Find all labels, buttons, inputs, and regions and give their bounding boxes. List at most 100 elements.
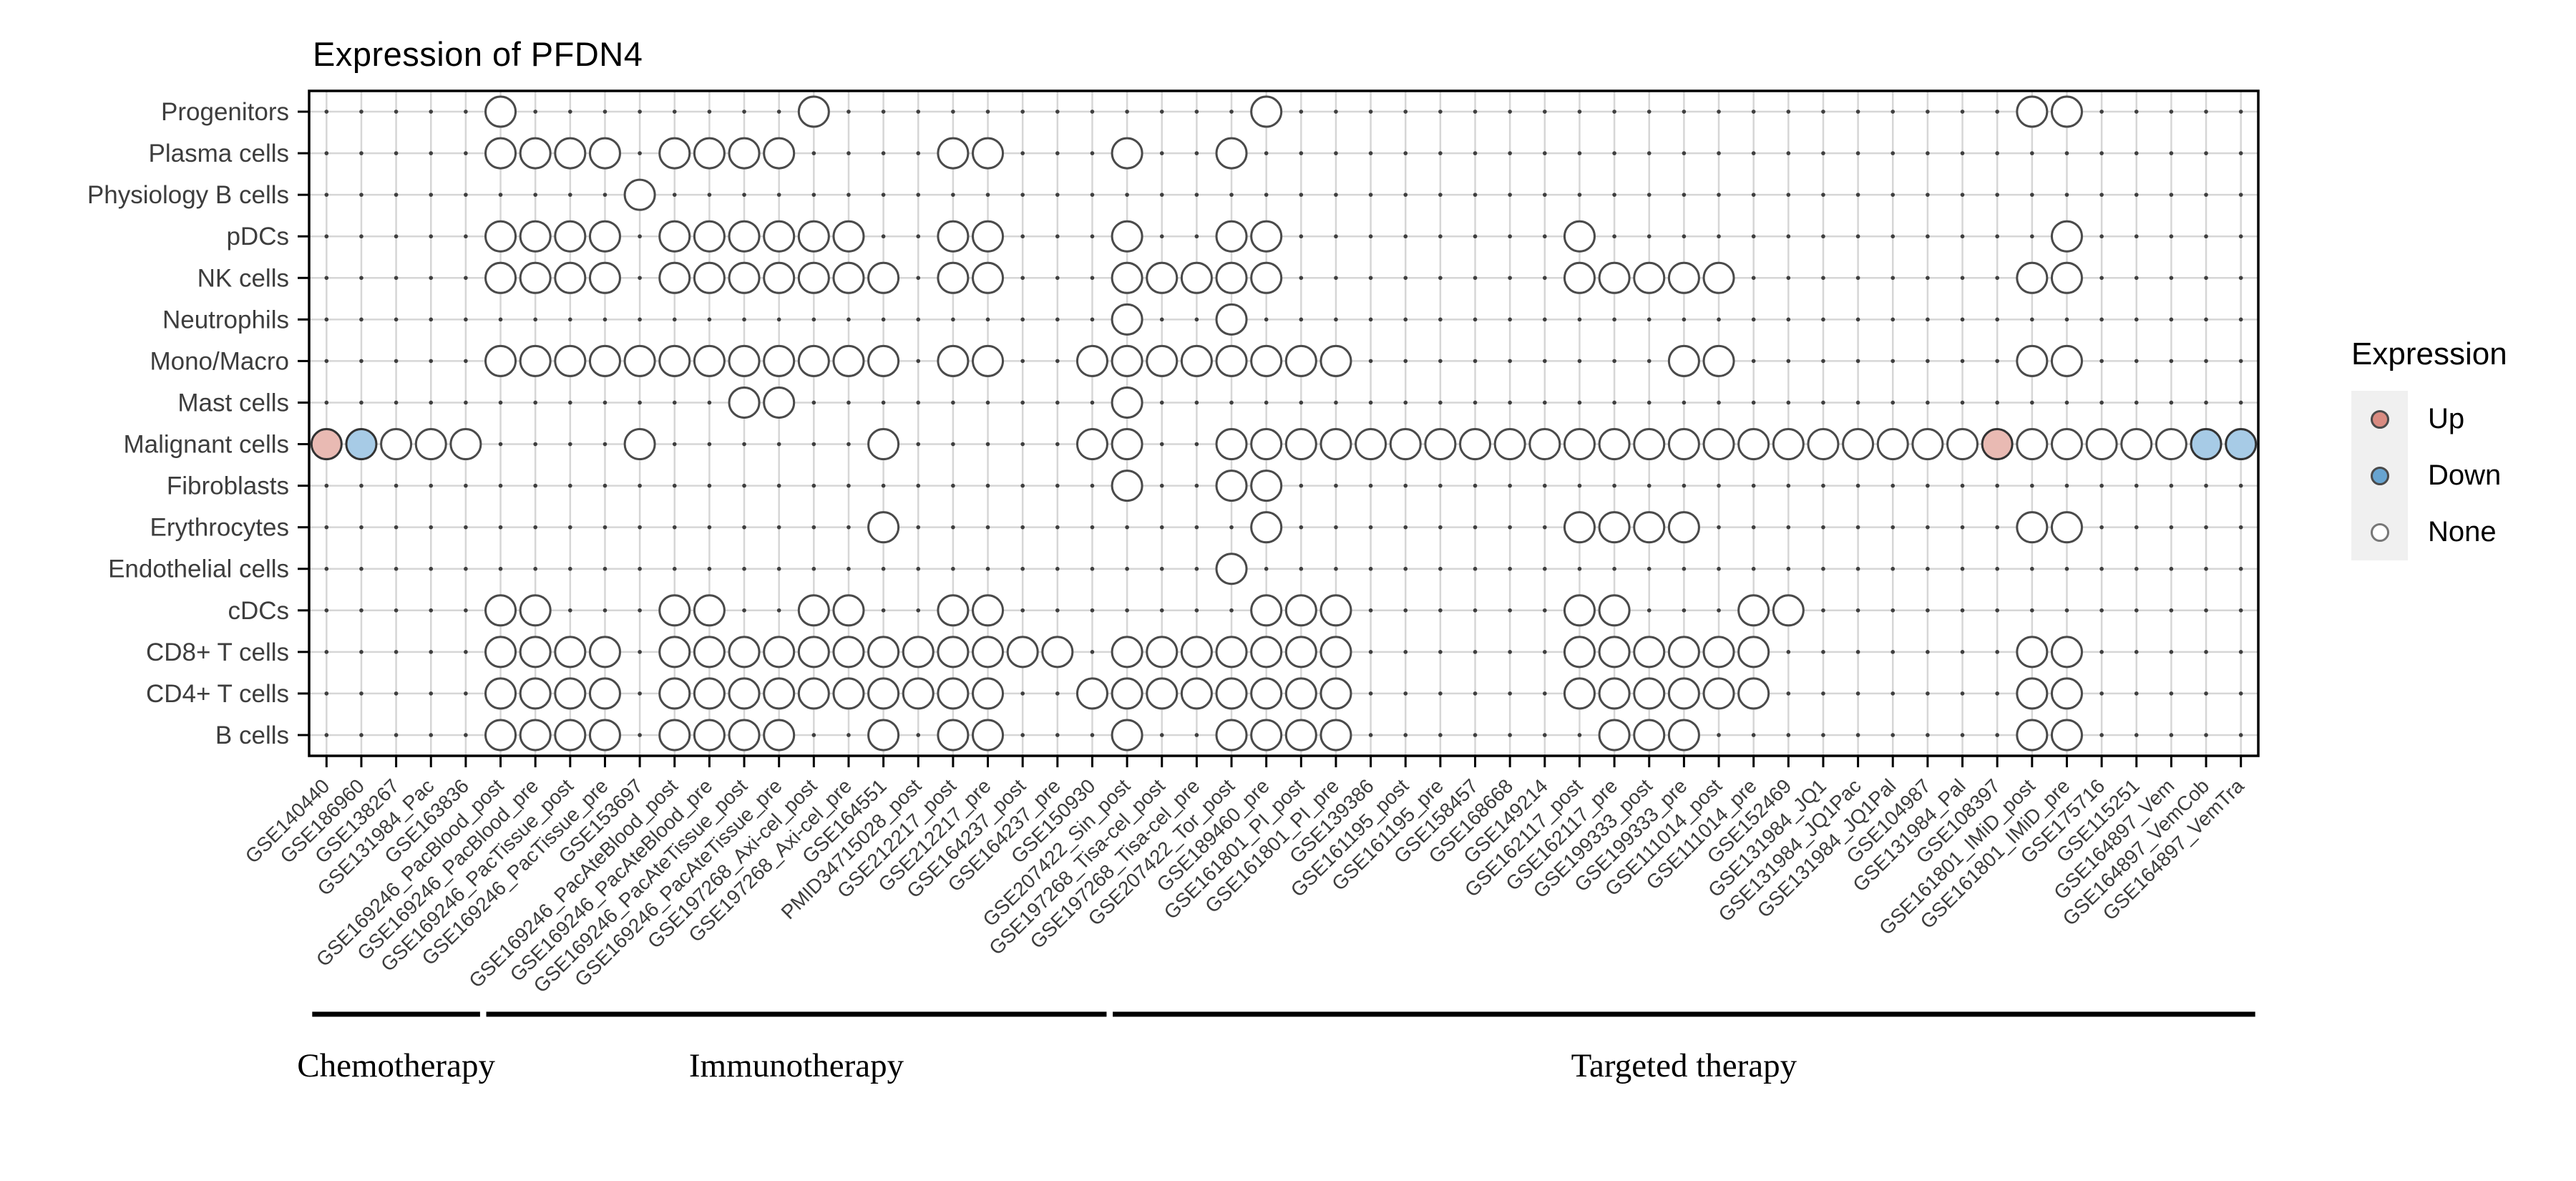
expression-dot [1215,719,1248,752]
grid-intersection-dot [1368,234,1373,239]
grid-intersection-dot [1543,483,1547,488]
expression-dot [658,220,691,253]
grid-intersection-dot [2169,608,2174,613]
y-axis-label: CD4+ T cells [146,680,289,708]
expression-dot [2050,344,2083,377]
grid-intersection-dot [1194,566,1199,571]
grid-intersection-dot [1926,110,1930,114]
expression-dot [1215,137,1248,170]
grid-intersection-dot [1890,483,1896,488]
grid-intersection-dot [2169,566,2174,571]
grid-intersection-dot [1855,608,1860,613]
grid-intersection-dot [1612,566,1616,571]
grid-intersection-dot [1368,400,1373,405]
expression-dot [693,220,726,253]
expression-dot [1563,511,1596,544]
grid-intersection-dot [811,193,816,197]
grid-intersection-dot [1334,525,1338,530]
grid-intersection-dot [1020,566,1025,571]
grid-intersection-dot [1368,608,1373,613]
grid-intersection-dot [1159,151,1164,155]
grid-intersection-dot [1194,234,1199,239]
grid-intersection-dot [1334,193,1338,197]
legend-swatch [2351,504,2408,560]
expression-dot [310,428,343,461]
grid-intersection-dot [1751,193,1756,197]
grid-intersection-dot [1577,151,1582,155]
expression-dot [1146,677,1179,710]
grid-intersection-dot [2099,234,2104,239]
grid-intersection-dot [1543,151,1547,155]
grid-intersection-dot [1646,608,1652,613]
grid-intersection-dot [1055,276,1060,281]
grid-intersection-dot [2204,650,2208,654]
grid-intersection-dot [1821,110,1825,114]
grid-intersection-dot [2238,276,2243,281]
expression-dot [797,344,830,377]
grid-intersection-dot [359,691,364,696]
grid-intersection-dot [1890,193,1896,197]
grid-intersection-dot [2134,733,2139,737]
grid-intersection-dot [1543,608,1547,613]
grid-intersection-dot [394,483,399,488]
expression-dot [484,719,517,752]
expression-dot [693,677,726,710]
grid-intersection-dot [1473,483,1478,488]
expression-dot [1111,220,1143,253]
expression-dot [1284,719,1317,752]
expression-dot [1111,428,1143,461]
grid-intersection-dot [1368,193,1373,197]
expression-dot [1355,428,1387,461]
grid-intersection-dot [847,525,851,530]
expression-dot [728,137,761,170]
grid-intersection-dot [2204,733,2208,737]
grid-intersection-dot [2204,691,2208,696]
group-label-targeted-therapy: Targeted therapy [1571,1047,1797,1084]
grid-intersection-dot [2064,400,2069,405]
grid-intersection-dot [602,566,608,571]
expression-dot [972,220,1005,253]
expression-dot [2016,95,2049,128]
grid-intersection-dot [2238,691,2243,696]
grid-intersection-dot [1403,483,1408,488]
grid-intersection-dot [498,400,503,405]
grid-intersection-dot [1020,276,1025,281]
grid-intersection-dot [2030,483,2034,488]
expression-dot [2050,95,2083,128]
grid-intersection-dot [1125,193,1129,197]
grid-intersection-dot [1334,276,1338,281]
grid-intersection-dot [1960,483,1965,488]
grid-intersection-dot [1403,733,1408,737]
expression-dot [1319,719,1352,752]
grid-intersection-dot [1612,234,1616,239]
grid-intersection-dot [533,317,537,322]
grid-intersection-dot [1717,483,1721,488]
grid-intersection-dot [916,566,921,571]
expression-dot [519,220,552,253]
grid-intersection-dot [2169,691,2174,696]
grid-intersection-dot [1890,110,1896,114]
grid-intersection-dot [1403,151,1408,155]
grid-intersection-dot [2099,317,2104,322]
expression-dot [1667,261,1700,294]
legend-item-up: Up [2351,391,2507,447]
grid-intersection-dot [916,359,921,364]
grid-intersection-dot [1055,733,1060,737]
grid-intersection-dot [1194,608,1199,613]
grid-intersection-dot [394,317,399,322]
grid-intersection-dot [1473,276,1478,281]
grid-intersection-dot [1612,359,1616,364]
grid-intersection-dot [2204,276,2208,281]
grid-intersection-dot [1786,650,1791,654]
expression-dot [1633,636,1666,669]
grid-intersection-dot [324,151,329,155]
expression-dot [380,428,413,461]
grid-intersection-dot [1055,442,1060,447]
grid-intersection-dot [1786,691,1791,696]
grid-intersection-dot [1717,234,1721,239]
grid-intersection-dot [742,193,746,197]
grid-intersection-dot [1264,193,1269,197]
grid-intersection-dot [2134,110,2139,114]
expression-dot [937,261,970,294]
grid-intersection-dot [359,359,364,364]
